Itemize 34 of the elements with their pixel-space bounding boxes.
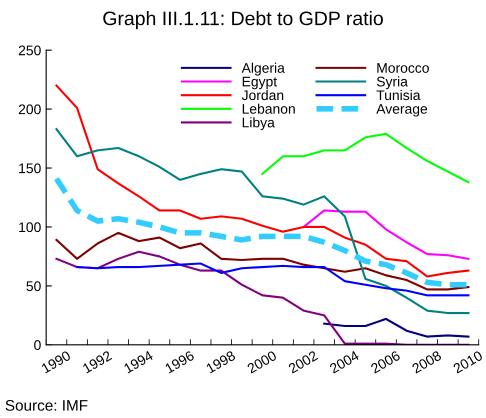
x-tick-label: 2010 bbox=[452, 350, 484, 374]
legend-label: Tunisia bbox=[376, 90, 420, 100]
line-series bbox=[55, 232, 470, 290]
legend-label: Libya bbox=[242, 117, 275, 130]
line-series bbox=[76, 262, 470, 296]
y-tick-label: 50 bbox=[26, 281, 41, 292]
x-tick-label: 2000 bbox=[246, 350, 278, 374]
x-tick-label: 2008 bbox=[411, 350, 442, 374]
line-series bbox=[55, 250, 470, 345]
line-series bbox=[302, 209, 470, 260]
line-series bbox=[323, 318, 470, 338]
x-tick-label: 1992 bbox=[82, 350, 112, 374]
legend-label: Morocco bbox=[377, 63, 429, 73]
legend-label: Egypt bbox=[242, 76, 278, 90]
legend-label: Syria bbox=[376, 76, 408, 90]
x-tick-label: 1996 bbox=[164, 350, 195, 374]
line-series bbox=[261, 132, 470, 184]
legend-label: Jordan bbox=[242, 90, 284, 100]
x-tick-label: 2006 bbox=[370, 350, 401, 374]
legend-label: Average bbox=[376, 104, 428, 117]
chart-title: Graph III.1.11: Debt to GDP ratio bbox=[103, 10, 383, 30]
y-tick-label: 200 bbox=[18, 104, 41, 114]
x-tick-label: 1994 bbox=[123, 350, 154, 374]
x-tick-label: 2004 bbox=[329, 350, 360, 374]
legend-label: Algeria bbox=[242, 62, 285, 76]
source-note: Source: IMF bbox=[6, 400, 88, 411]
y-tick-label: 0 bbox=[34, 340, 41, 350]
y-tick-label: 100 bbox=[19, 222, 41, 232]
legend-label: Lebanon bbox=[242, 104, 295, 114]
y-tick-label: 150 bbox=[19, 163, 41, 174]
y-tick-label: 250 bbox=[18, 45, 41, 56]
x-tick-label: 2002 bbox=[288, 350, 318, 374]
x-tick-label: 1998 bbox=[206, 350, 236, 374]
x-tick-label: 1990 bbox=[40, 350, 72, 374]
